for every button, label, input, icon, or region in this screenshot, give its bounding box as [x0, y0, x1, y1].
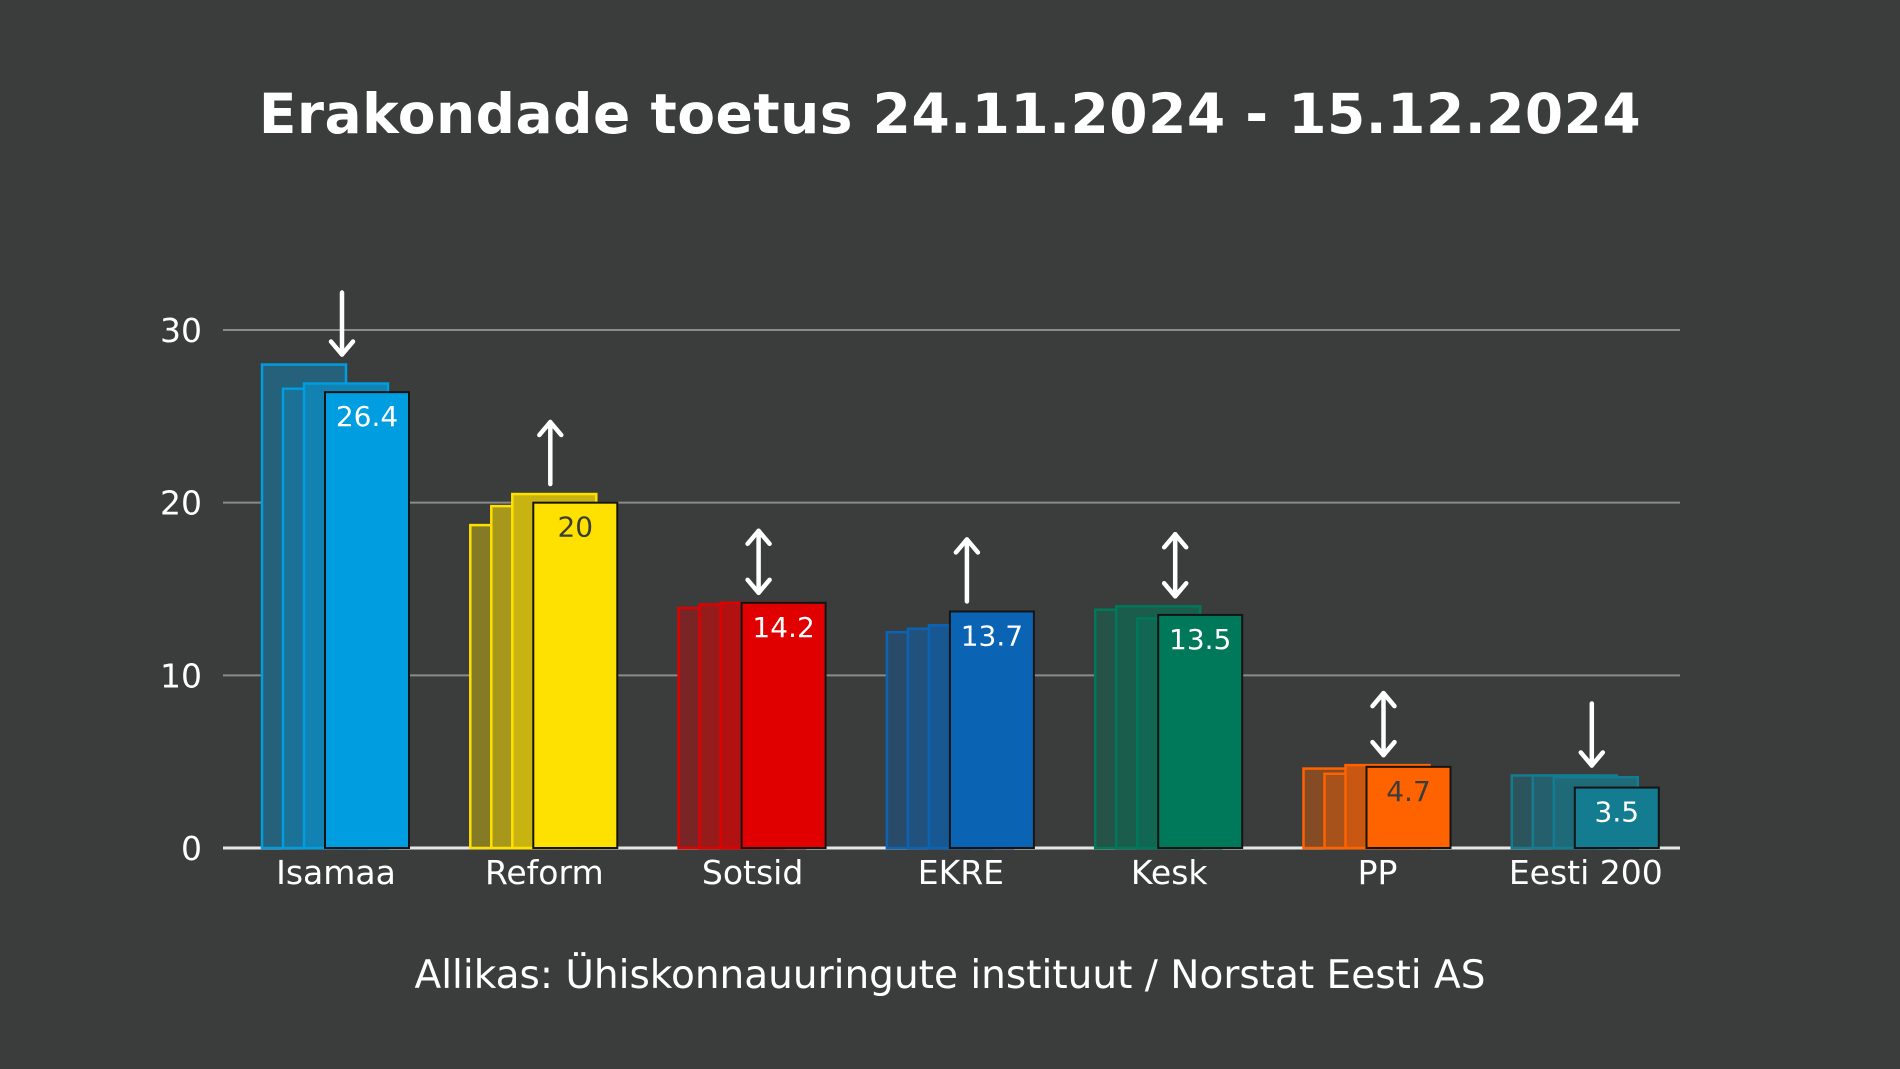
data-label: 14.2: [752, 611, 814, 644]
x-category-label: Kesk: [1131, 853, 1208, 892]
x-category-label: Isamaa: [276, 853, 396, 892]
x-category-label: Sotsid: [702, 853, 803, 892]
x-category-label: Eesti 200: [1509, 853, 1663, 892]
trend-arrow-both-icon: [1161, 532, 1189, 599]
y-tick-label: 30: [160, 311, 202, 350]
data-label: 26.4: [336, 400, 398, 433]
y-tick-label: 10: [160, 656, 202, 695]
trend-arrows: [328, 290, 1606, 768]
bar-current-pp: [1365, 765, 1452, 850]
chart-title: Erakondade toetus 24.11.2024 - 15.12.202…: [258, 82, 1642, 146]
data-label: 13.7: [961, 619, 1023, 652]
trend-arrow-up-icon: [537, 419, 564, 487]
trend-arrow-up-icon: [953, 537, 981, 604]
y-tick-label: 20: [160, 484, 202, 523]
data-label: 4.7: [1386, 775, 1431, 808]
bar-current-ekre: [948, 610, 1035, 849]
x-category-label: Reform: [485, 853, 604, 892]
y-tick-label: 0: [181, 829, 202, 868]
bar-current-kesk: [1157, 613, 1244, 850]
data-label: 3.5: [1595, 796, 1640, 829]
x-category-label: EKRE: [918, 853, 1004, 892]
bar-current-sotsid: [740, 601, 827, 850]
source-note: Allikas: Ühiskonnauuringute instituut / …: [414, 953, 1486, 998]
trend-arrow-both-icon: [1370, 690, 1397, 758]
y-axis-ticks: 0 10 20 30: [160, 311, 202, 868]
trend-arrow-both-icon: [745, 528, 772, 596]
trend-arrow-down-icon: [328, 290, 356, 357]
bar-current-reform: [532, 501, 619, 849]
x-category-label: PP: [1358, 853, 1398, 892]
data-label: 13.5: [1169, 623, 1231, 656]
trend-arrow-down-icon: [1578, 701, 1606, 768]
bars: [260, 363, 1660, 850]
x-axis-categories: Isamaa Reform Sotsid EKRE Kesk PP Eesti 200: [276, 853, 1663, 892]
bar-current-eesti-200: [1573, 786, 1660, 849]
bar-current-isamaa: [324, 391, 410, 849]
data-label: 20: [557, 511, 593, 544]
data-labels: 26.4 20 14.2 13.7 13.5 4.7 3.5: [336, 400, 1639, 828]
